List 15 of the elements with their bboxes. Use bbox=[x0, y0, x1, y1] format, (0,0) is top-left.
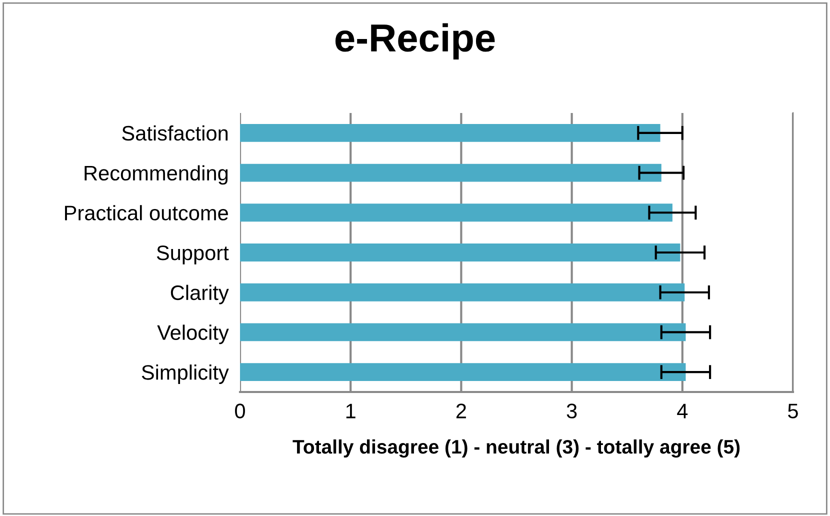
x-tick-label: 0 bbox=[235, 404, 245, 418]
chart-title: e-Recipe bbox=[335, 23, 495, 60]
x-tick-label: 3 bbox=[566, 404, 577, 418]
y-tick-label: Support bbox=[156, 246, 229, 264]
y-tick-label: Recommending bbox=[84, 165, 228, 185]
y-tick-label: Satisfaction bbox=[122, 125, 228, 141]
y-tick-label: Velocity bbox=[157, 324, 229, 344]
x-tick-label: 1 bbox=[346, 404, 356, 418]
x-tick-label: 5 bbox=[788, 404, 798, 418]
y-tick-label: Practical outcome bbox=[65, 205, 228, 220]
y-tick-label: Clarity bbox=[170, 284, 229, 304]
x-tick-label: 2 bbox=[456, 404, 466, 418]
x-tick-label: 4 bbox=[677, 404, 688, 418]
x-axis-title: Totally disagree (1) - neutral (3) - totally agree (5) bbox=[292, 439, 740, 458]
y-tick-label: Simplicity bbox=[142, 364, 229, 384]
